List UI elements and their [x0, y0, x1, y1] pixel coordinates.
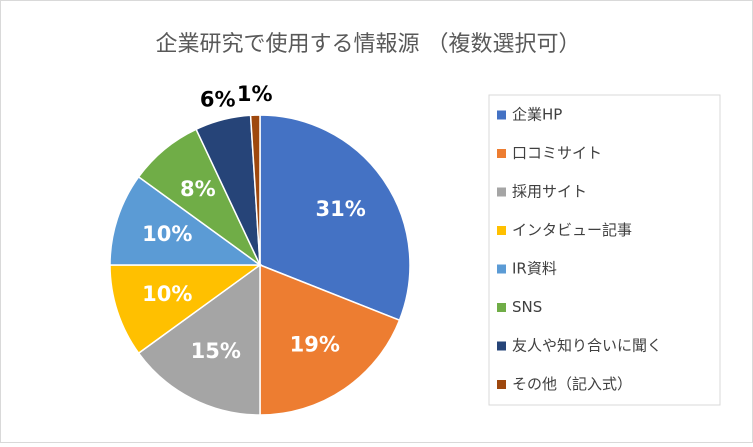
legend-label: その他（記入式） — [512, 375, 632, 393]
data-label: 15% — [191, 339, 241, 363]
pie-slice — [249, 114, 261, 266]
legend-swatch — [497, 226, 506, 235]
legend-swatch — [497, 341, 506, 351]
pie-slice — [109, 264, 263, 355]
legend-swatch — [497, 380, 506, 389]
legend-swatch — [497, 303, 506, 312]
legend-swatch — [497, 149, 506, 158]
pie-slice — [259, 114, 411, 322]
data-label: 31% — [316, 197, 366, 221]
legend-swatch — [497, 110, 506, 120]
legend-swatch — [497, 187, 506, 197]
data-label: 8% — [180, 177, 216, 201]
legend-label: 口コミサイト — [512, 144, 602, 162]
legend-label: 友人や知り合いに聞く — [512, 337, 662, 355]
data-label: 10% — [142, 282, 192, 306]
chart-title: 企業研究で使用する情報源 （複数選択可） — [156, 32, 581, 57]
pie-slice — [109, 175, 263, 266]
data-label: 10% — [142, 222, 192, 246]
pie-slice — [137, 263, 261, 416]
legend-label: 採用サイト — [512, 183, 587, 201]
data-label: 6% — [200, 87, 236, 111]
legend-swatch — [497, 264, 506, 274]
legend-label: SNS — [512, 298, 542, 316]
data-label: 1% — [237, 82, 273, 106]
data-label: 19% — [290, 333, 340, 357]
legend-label: IR資料 — [512, 260, 557, 278]
legend-label: 企業HP — [512, 106, 562, 124]
pie-slice — [259, 263, 401, 416]
legend-box — [488, 94, 721, 406]
legend-label: インタビュー記事 — [512, 221, 632, 239]
